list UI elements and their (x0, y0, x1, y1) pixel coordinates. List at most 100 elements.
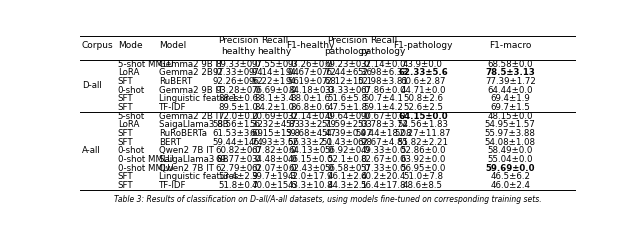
Text: 57.33±0.0: 57.33±0.0 (360, 164, 406, 173)
Text: Qwen2 7B IT: Qwen2 7B IT (159, 164, 214, 173)
Text: 56.4±17.8: 56.4±17.8 (360, 181, 406, 190)
Text: TF-IDF: TF-IDF (159, 181, 186, 190)
Text: 55.82±2.21: 55.82±2.21 (397, 138, 449, 147)
Text: 52.33±2.1: 52.33±2.1 (288, 138, 333, 147)
Text: 69.23±0.0: 69.23±0.0 (324, 60, 370, 69)
Text: 49.33±0.0: 49.33±0.0 (360, 146, 406, 155)
Text: SFT: SFT (118, 172, 133, 181)
Text: SFT: SFT (118, 138, 133, 147)
Text: 88.0±1.6: 88.0±1.6 (291, 94, 331, 103)
Text: SFT: SFT (118, 77, 133, 86)
Text: 46.1±2.4: 46.1±2.4 (327, 172, 367, 181)
Text: Gemma2 2B IT: Gemma2 2B IT (159, 68, 223, 77)
Text: Recall
healthy: Recall healthy (257, 36, 292, 56)
Text: 42.0±17.9: 42.0±17.9 (288, 172, 333, 181)
Text: 0-shot: 0-shot (118, 86, 145, 94)
Text: 94.67±0.72: 94.67±0.72 (285, 68, 336, 77)
Text: Linguistic features: Linguistic features (159, 94, 238, 103)
Text: 50.7±4.1: 50.7±4.1 (364, 94, 403, 103)
Text: 94.19±0.68: 94.19±0.68 (285, 77, 336, 86)
Text: 62.33±5.6: 62.33±5.6 (398, 68, 448, 77)
Text: Model: Model (159, 41, 186, 50)
Text: 44.71±0.0: 44.71±0.0 (400, 86, 445, 94)
Text: 59.68±4.47: 59.68±4.47 (285, 129, 336, 138)
Text: 52.6±2.5: 52.6±2.5 (403, 103, 443, 112)
Text: RuBERT: RuBERT (159, 77, 192, 86)
Text: 64.44±0.0: 64.44±0.0 (488, 86, 533, 94)
Text: D-all: D-all (82, 81, 102, 90)
Text: 52.98±3.81: 52.98±3.81 (358, 77, 409, 86)
Text: 51.8±0.7: 51.8±0.7 (218, 181, 258, 190)
Text: 54.08±1.08: 54.08±1.08 (484, 138, 536, 147)
Text: 69.4±1.9: 69.4±1.9 (490, 94, 530, 103)
Text: 52.98±6.33: 52.98±6.33 (358, 68, 409, 77)
Text: 49.64±0.0: 49.64±0.0 (324, 112, 370, 121)
Text: 53.4±2.9: 53.4±2.9 (218, 172, 258, 181)
Text: 57.33±2.79: 57.33±2.79 (285, 120, 336, 129)
Text: 58.56±1.32: 58.56±1.32 (212, 120, 264, 129)
Text: 77.39±1.72: 77.39±1.72 (485, 77, 536, 86)
Text: Linguistic features: Linguistic features (159, 172, 238, 181)
Text: 40.0±15.6: 40.0±15.6 (252, 181, 297, 190)
Text: 63.92±0.0: 63.92±0.0 (400, 155, 445, 164)
Text: 64.15±0.0: 64.15±0.0 (398, 112, 448, 121)
Text: Corpus: Corpus (82, 41, 114, 50)
Text: 0-shot MMLU: 0-shot MMLU (118, 155, 173, 164)
Text: Qwen2 7B IT: Qwen2 7B IT (159, 146, 214, 155)
Text: A-all: A-all (82, 146, 100, 155)
Text: 56.92±0.0: 56.92±0.0 (324, 146, 370, 155)
Text: F1-pathology: F1-pathology (393, 41, 452, 50)
Text: 61.53±3.69: 61.53±3.69 (212, 129, 264, 138)
Text: 67.86±0.0: 67.86±0.0 (360, 86, 406, 94)
Text: 97.55±0.0: 97.55±0.0 (252, 60, 297, 69)
Text: 51.0±7.8: 51.0±7.8 (403, 172, 443, 181)
Text: 72.12±10.1: 72.12±10.1 (321, 77, 372, 86)
Text: 76.69±0.0: 76.69±0.0 (252, 86, 297, 94)
Text: 62.67±4.81: 62.67±4.81 (358, 138, 409, 147)
Text: Precision
healthy: Precision healthy (218, 36, 259, 56)
Text: 43.3±10.8: 43.3±10.8 (288, 181, 333, 190)
Text: SFT: SFT (118, 129, 133, 138)
Text: 60.2±20.4: 60.2±20.4 (360, 172, 406, 181)
Text: 62.79±0.0: 62.79±0.0 (216, 164, 261, 173)
Text: 62.43±0.0: 62.43±0.0 (288, 164, 333, 173)
Text: 84.2±1.0: 84.2±1.0 (255, 103, 294, 112)
Text: 84.18±0.0: 84.18±0.0 (288, 86, 333, 94)
Text: RuRoBERTa: RuRoBERTa (159, 129, 207, 138)
Text: LoRA: LoRA (118, 68, 139, 77)
Text: BERT: BERT (159, 138, 181, 147)
Text: 90.67±0.0: 90.67±0.0 (360, 112, 406, 121)
Text: TF-IDF: TF-IDF (159, 103, 186, 112)
Text: LoRA: LoRA (118, 120, 139, 129)
Text: 92.26±0.52: 92.26±0.52 (212, 77, 264, 86)
Text: 48.6±8.5: 48.6±8.5 (403, 181, 443, 190)
Text: 88.1±0.6: 88.1±0.6 (218, 94, 258, 103)
Text: SFT: SFT (118, 181, 133, 190)
Text: 52.86±0.0: 52.86±0.0 (400, 146, 445, 155)
Text: 5-shot MMLU: 5-shot MMLU (118, 60, 173, 69)
Text: 54.39±0.97: 54.39±0.97 (322, 129, 372, 138)
Text: 51.59±2.03: 51.59±2.03 (322, 120, 372, 129)
Text: 69.77±0.0: 69.77±0.0 (216, 155, 261, 164)
Text: 97.14±1.04: 97.14±1.04 (249, 68, 300, 77)
Text: 93.28±0.0: 93.28±0.0 (216, 86, 261, 94)
Text: 59.44±1.74: 59.44±1.74 (212, 138, 264, 147)
Text: 50.43±0.98: 50.43±0.98 (322, 138, 372, 147)
Text: 89.5±1.0: 89.5±1.0 (218, 103, 258, 112)
Text: 52.56±1.83: 52.56±1.83 (397, 120, 449, 129)
Text: SFT: SFT (118, 94, 133, 103)
Text: 20.69±0.0: 20.69±0.0 (252, 112, 297, 121)
Text: 93.26±0.0: 93.26±0.0 (288, 60, 333, 69)
Text: 60.15±13.8: 60.15±13.8 (249, 129, 300, 138)
Text: 48.15±0.0: 48.15±0.0 (488, 112, 533, 121)
Text: 34.48±0.0: 34.48±0.0 (252, 155, 297, 164)
Text: 89.33±0.0: 89.33±0.0 (216, 60, 261, 69)
Text: 51.6±5.8: 51.6±5.8 (327, 94, 367, 103)
Text: 52.1±0.0: 52.1±0.0 (327, 155, 367, 164)
Text: 68.58±0.0: 68.58±0.0 (488, 60, 533, 69)
Text: SaigaLlama3 8B: SaigaLlama3 8B (159, 120, 228, 129)
Text: 56.58±0.0: 56.58±0.0 (324, 164, 370, 173)
Text: Gemma2 2B IT: Gemma2 2B IT (159, 112, 223, 121)
Text: Recall
pathology: Recall pathology (360, 36, 406, 56)
Text: 55.97±3.88: 55.97±3.88 (485, 129, 536, 138)
